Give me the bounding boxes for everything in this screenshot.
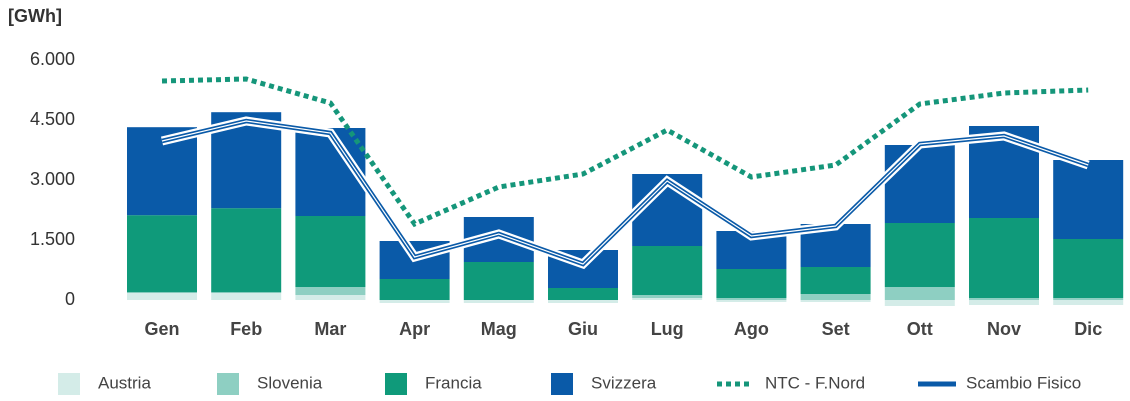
bar bbox=[800, 294, 871, 300]
x-tick-label: Ago bbox=[734, 319, 769, 339]
y-tick-label: 0 bbox=[65, 289, 75, 309]
bar bbox=[379, 279, 450, 300]
bar bbox=[1053, 160, 1124, 239]
x-tick-label: Set bbox=[822, 319, 850, 339]
bar bbox=[884, 223, 955, 287]
x-tick-label: Giu bbox=[568, 319, 598, 339]
bar bbox=[632, 295, 703, 298]
bar bbox=[1053, 300, 1124, 305]
bar bbox=[127, 127, 197, 216]
bar bbox=[800, 267, 871, 294]
y-tick-label: 1.500 bbox=[30, 229, 75, 249]
x-tick-label: Mar bbox=[314, 319, 346, 339]
legend-label: Francia bbox=[425, 373, 482, 392]
y-tick-label: 3.000 bbox=[30, 169, 75, 189]
legend-label: Austria bbox=[98, 373, 151, 392]
bar bbox=[884, 300, 955, 306]
bar bbox=[716, 298, 787, 300]
bar bbox=[1053, 298, 1124, 300]
y-tick-label: 4.500 bbox=[30, 109, 75, 129]
x-tick-label: Lug bbox=[651, 319, 684, 339]
x-tick-label: Gen bbox=[144, 319, 179, 339]
bar bbox=[632, 298, 703, 300]
bar bbox=[127, 293, 197, 300]
bar bbox=[632, 246, 703, 295]
legend-swatch bbox=[217, 373, 239, 395]
bar bbox=[716, 300, 787, 302]
bar bbox=[800, 300, 871, 302]
line bbox=[161, 76, 1089, 228]
bar bbox=[548, 300, 618, 303]
bar bbox=[1053, 239, 1124, 298]
x-tick-label: Feb bbox=[230, 319, 262, 339]
bar bbox=[716, 269, 787, 298]
bar bbox=[969, 300, 1039, 305]
x-tick-label: Ott bbox=[907, 319, 933, 339]
legend-label: NTC - F.Nord bbox=[765, 373, 865, 392]
x-tick-label: Nov bbox=[987, 319, 1021, 339]
legend-swatch bbox=[385, 373, 407, 395]
x-tick-label: Dic bbox=[1074, 319, 1102, 339]
bar bbox=[211, 292, 282, 293]
y-tick-label: 6.000 bbox=[30, 49, 75, 69]
bar bbox=[211, 208, 282, 293]
bar bbox=[379, 300, 450, 303]
bar bbox=[127, 292, 197, 293]
bar bbox=[969, 298, 1039, 300]
legend-swatch bbox=[551, 373, 573, 395]
bar bbox=[211, 293, 282, 300]
bar bbox=[127, 215, 197, 293]
legend-swatch bbox=[58, 373, 80, 395]
legend-label: Svizzera bbox=[591, 373, 657, 392]
legend-label: Slovenia bbox=[257, 373, 323, 392]
bar bbox=[463, 262, 534, 300]
bar bbox=[884, 287, 955, 300]
bar bbox=[548, 288, 618, 300]
bar bbox=[295, 216, 366, 287]
bar bbox=[295, 295, 366, 300]
bar bbox=[463, 300, 534, 303]
bar bbox=[295, 287, 366, 295]
x-tick-label: Apr bbox=[399, 319, 430, 339]
line-inner bbox=[161, 120, 1089, 265]
bar bbox=[884, 145, 955, 223]
y-axis-title: [GWh] bbox=[8, 6, 62, 26]
x-tick-label: Mag bbox=[481, 319, 517, 339]
legend-label: Scambio Fisico bbox=[966, 373, 1081, 392]
bar bbox=[969, 218, 1039, 298]
